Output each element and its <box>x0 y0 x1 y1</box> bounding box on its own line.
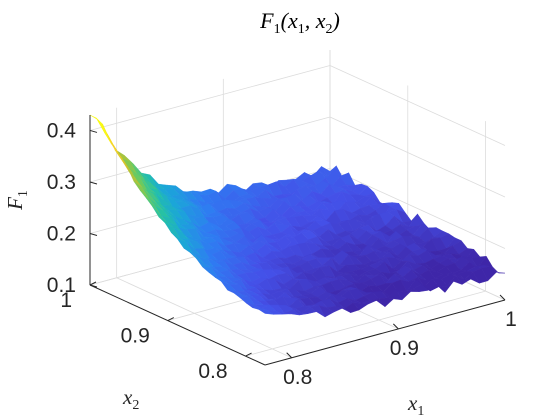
z-tick-mark <box>89 181 98 185</box>
z-tick-label: 0.2 <box>47 222 76 245</box>
z-axis-label: F1 <box>3 190 31 211</box>
grid-line-z <box>89 116 331 183</box>
x2-tick-mark <box>89 281 97 286</box>
ticks-layer: 0.80.910.80.910.10.20.30.4 <box>47 119 517 388</box>
axes-layer <box>89 115 506 366</box>
x2-axis-line <box>89 284 266 366</box>
y-axis-label: x2 <box>122 385 139 413</box>
surface-layer <box>89 114 506 318</box>
chart-title: F1(x1, x2) <box>259 8 340 37</box>
x1-tick-label: 0.9 <box>390 337 419 360</box>
surface-patch <box>96 117 112 144</box>
grid-line-x <box>116 277 292 359</box>
x2-tick-label: 0.8 <box>198 360 227 383</box>
z-tick-mark <box>89 129 98 133</box>
z-tick-label: 0.1 <box>47 274 76 297</box>
grid-line-z <box>329 116 506 198</box>
z-tick-mark <box>89 233 98 236</box>
x1-tick-mark <box>499 294 506 301</box>
x1-tick-label: 0.8 <box>283 366 312 389</box>
z-tick-label: 0.4 <box>47 119 77 142</box>
x2-tick-mark <box>167 317 175 322</box>
z-tick-mark <box>89 284 98 288</box>
x2-tick-label: 1 <box>60 289 72 312</box>
x2-tick-mark <box>245 352 252 357</box>
x1-tick-mark <box>286 352 293 359</box>
x1-axis-line <box>264 299 506 366</box>
z-tick-label: 0.3 <box>47 171 76 194</box>
x1-tick-label: 1 <box>505 308 517 331</box>
surface-patch <box>258 309 274 315</box>
x1-tick-mark <box>392 323 399 330</box>
x2-tick-label: 0.9 <box>121 325 150 348</box>
grid-line-z <box>89 65 331 131</box>
grid-line-y <box>245 290 486 357</box>
x-axis-label: x1 <box>407 391 424 419</box>
grid-line-z <box>329 65 506 146</box>
grid-line-z <box>329 168 506 249</box>
